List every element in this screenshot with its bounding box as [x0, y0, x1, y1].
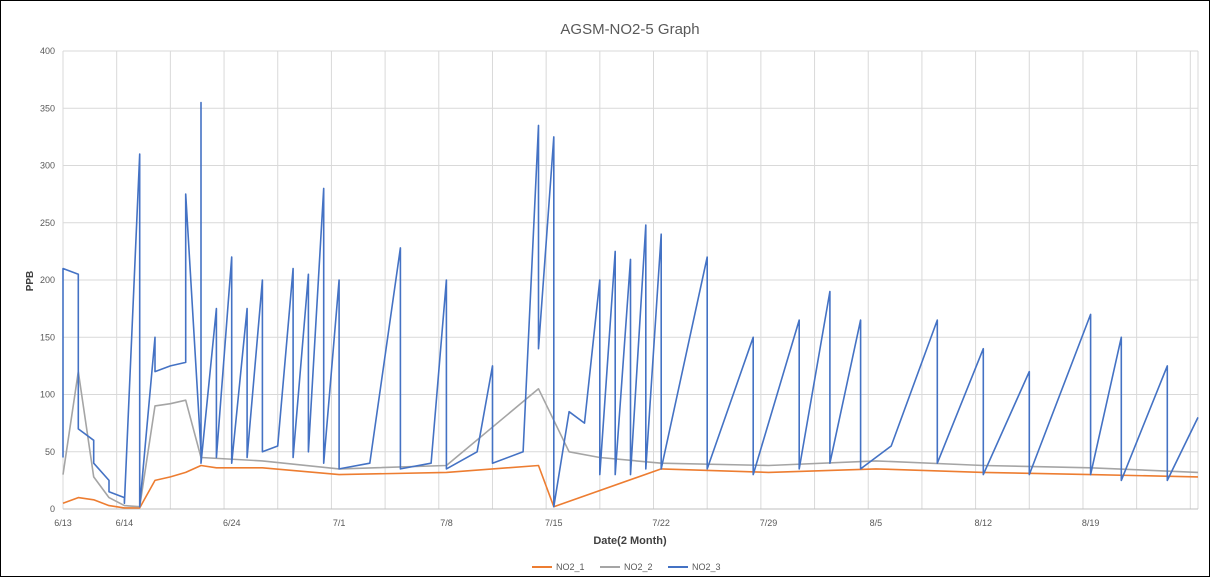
legend-label-NO2_1: NO2_1: [556, 562, 585, 572]
y-axis-title: PPB: [25, 271, 36, 292]
x-tick-label: 7/29: [760, 518, 778, 528]
x-tick-label: 6/24: [223, 518, 241, 528]
y-tick-label: 350: [40, 103, 55, 113]
x-tick-label: 8/19: [1082, 518, 1100, 528]
plot-area: [62, 101, 1199, 509]
y-axis: 0 50 100 150 200 250 300 350 400: [40, 46, 55, 514]
legend-label-NO2_3: NO2_3: [692, 562, 721, 572]
y-tick-label: 250: [40, 218, 55, 228]
series-line-NO2_2: [62, 370, 1199, 508]
y-tick-label: 400: [40, 46, 55, 56]
y-tick-label: 150: [40, 332, 55, 342]
y-tick-label: 100: [40, 390, 55, 400]
legend-label-NO2_2: NO2_2: [624, 562, 653, 572]
x-axis-title: Date(2 Month): [593, 535, 667, 547]
series-line-NO2_3: [62, 101, 1199, 508]
x-tick-label: 7/15: [545, 518, 563, 528]
y-tick-label: 50: [45, 447, 55, 457]
legend: NO2_1 NO2_2 NO2_3: [532, 562, 721, 572]
y-tick-label: 300: [40, 161, 55, 171]
x-tick-label: 7/22: [652, 518, 670, 528]
x-axis: 6/13 6/14 6/24 7/1 7/8 7/15 7/22 7/29 8/5 8/12 8/1…: [54, 518, 1099, 528]
x-tick-label: 8/5: [870, 518, 883, 528]
series-line-NO2_1: [62, 464, 1199, 509]
gridlines: [62, 50, 1199, 510]
chart-title: AGSM-NO2-5 Graph: [560, 21, 699, 38]
x-tick-label: 8/12: [975, 518, 993, 528]
x-tick-label: 6/14: [116, 518, 134, 528]
x-tick-label: 6/13: [54, 518, 72, 528]
x-tick-label: 7/1: [333, 518, 346, 528]
y-tick-label: 0: [50, 504, 55, 514]
x-tick-label: 7/8: [440, 518, 453, 528]
y-tick-label: 200: [40, 275, 55, 285]
